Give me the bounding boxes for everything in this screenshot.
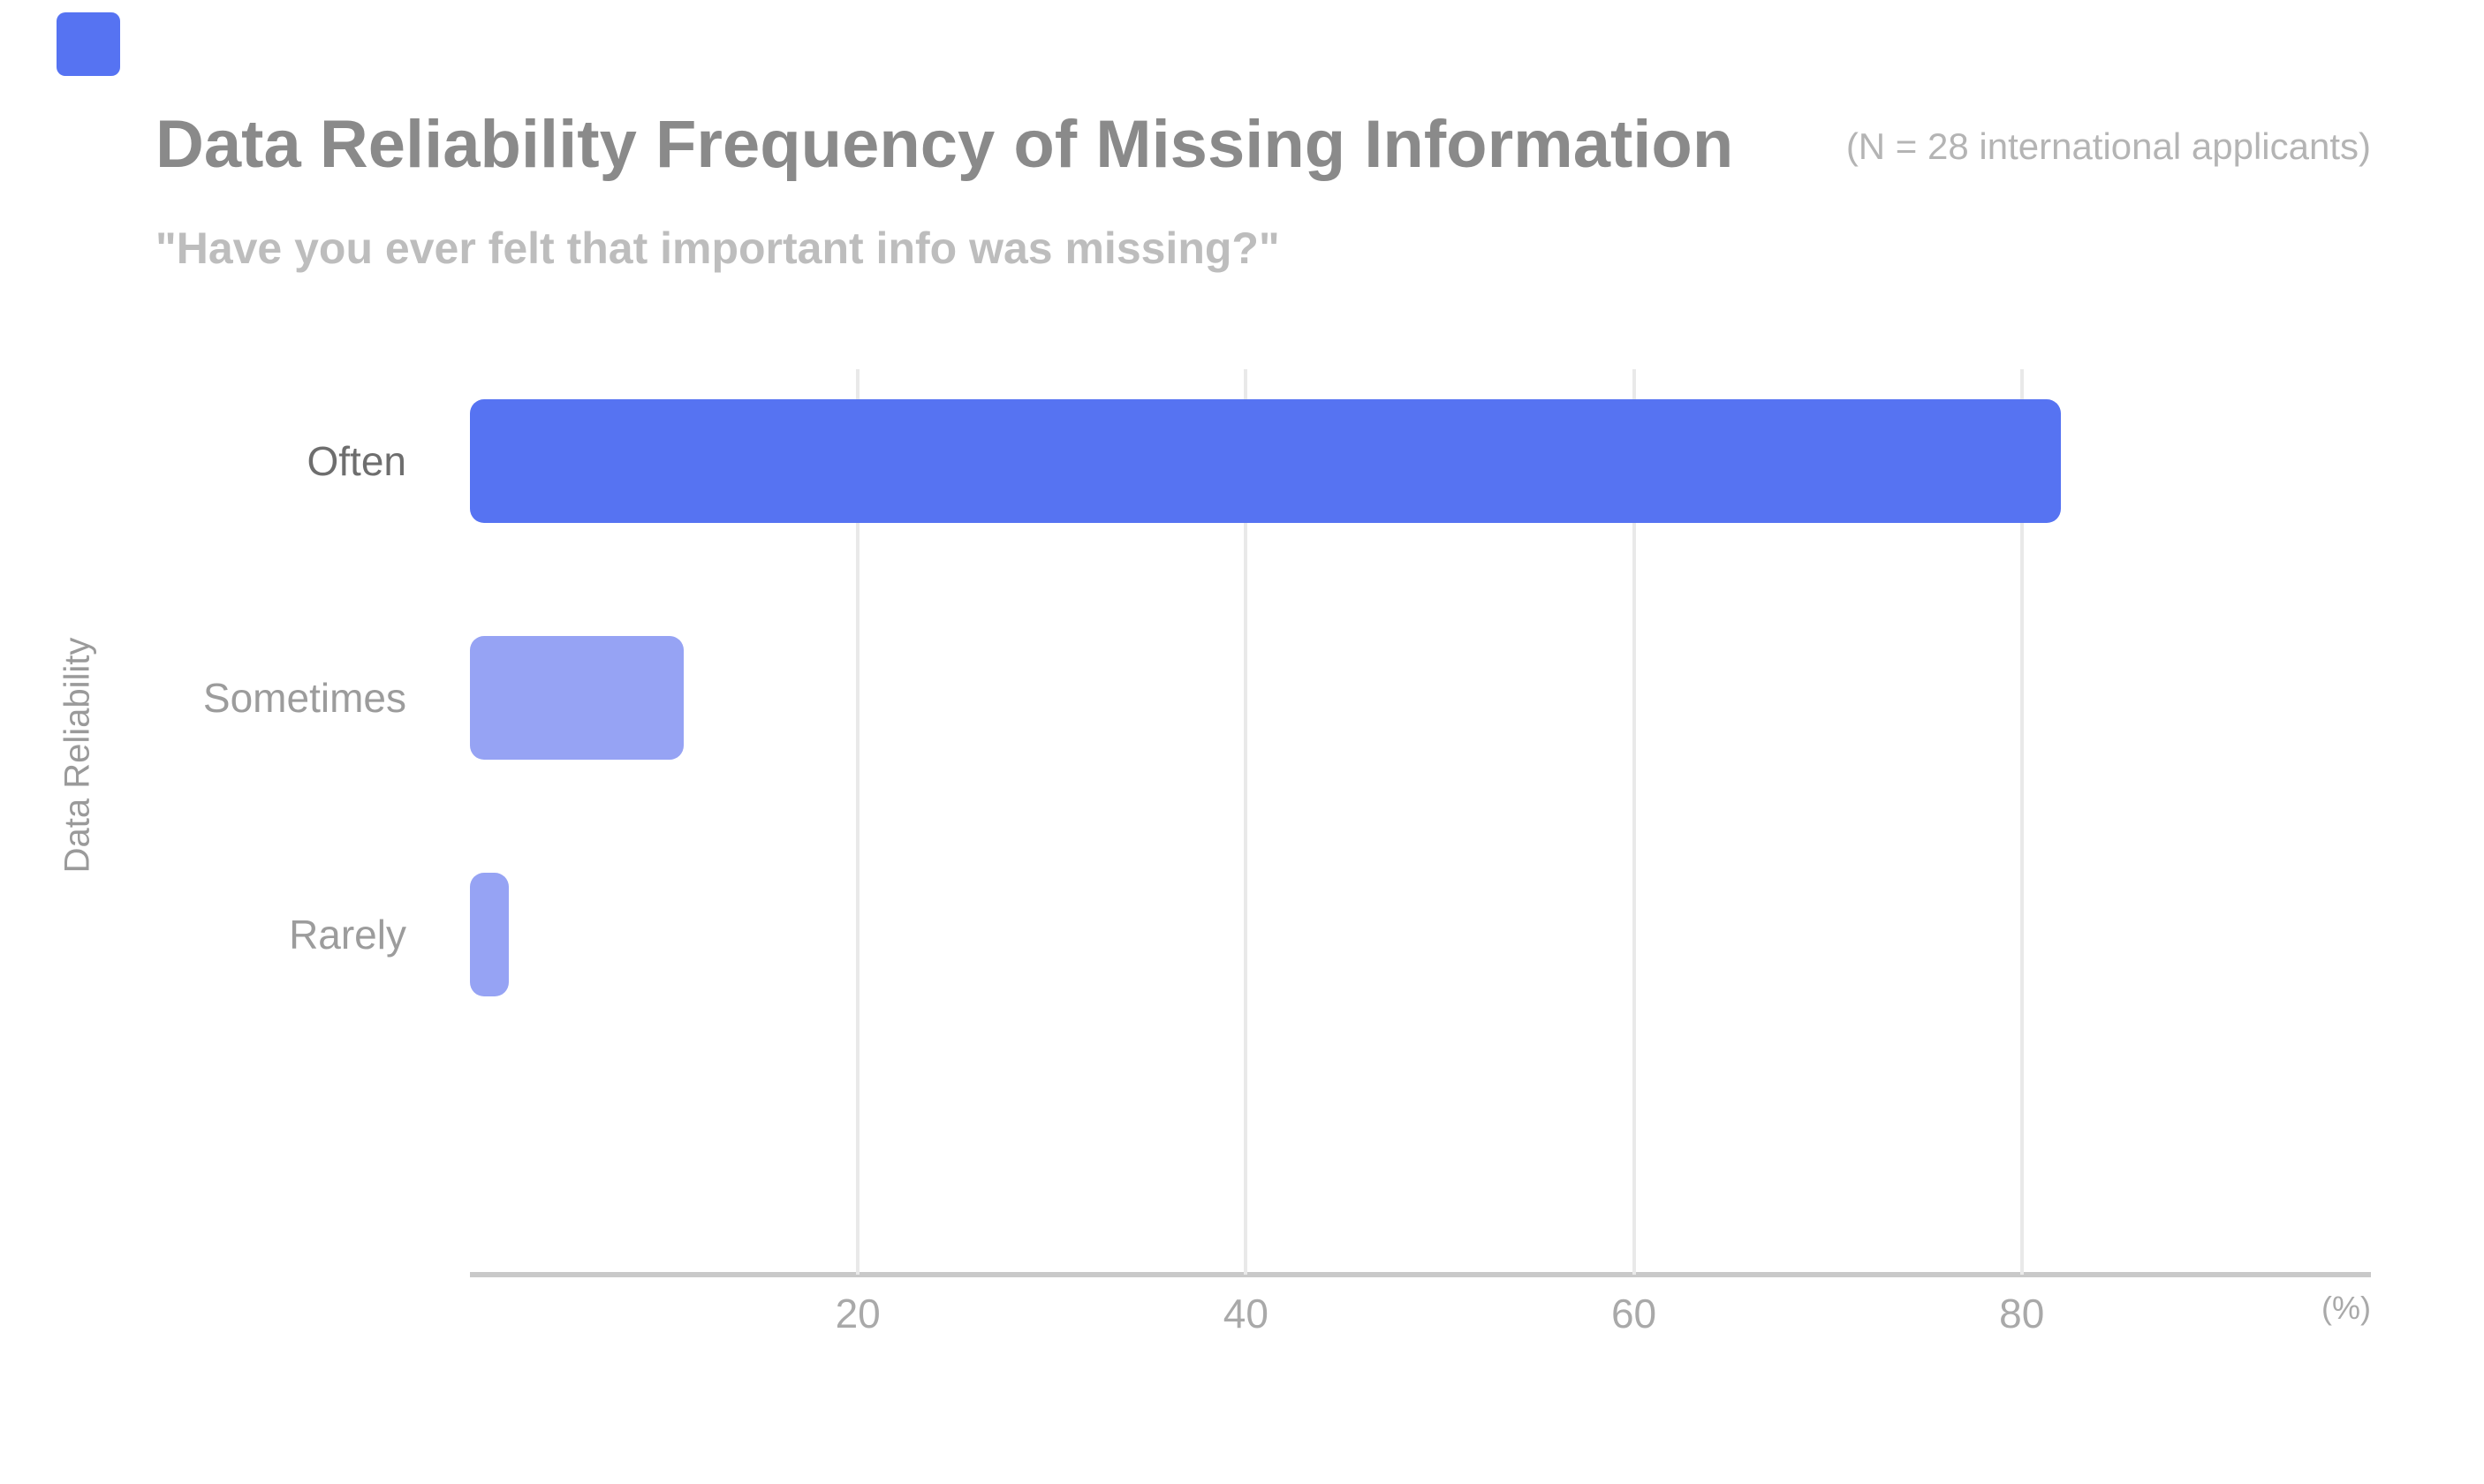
- category-label-often: Often: [307, 438, 406, 484]
- chart-subtitle: "Have you ever felt that important info …: [155, 223, 1280, 273]
- bar-row-rarely: Rarely: [289, 873, 2371, 996]
- x-tick-label-20: 20: [835, 1291, 881, 1336]
- x-axis-line: [470, 1272, 2371, 1277]
- bar-sometimes: [470, 636, 684, 760]
- y-axis-label: Data Reliability: [57, 637, 97, 874]
- gridline-20: [856, 369, 860, 1275]
- x-tick-label-80: 80: [1999, 1291, 2045, 1336]
- x-tick-label-40: 40: [1223, 1291, 1269, 1336]
- x-axis-unit-label: (%): [2321, 1290, 2371, 1326]
- chart-title: Data Reliability Frequency of Missing In…: [155, 107, 1734, 182]
- bar-row-sometimes: Sometimes: [203, 636, 2371, 760]
- bar-row-often: Often: [307, 399, 2371, 523]
- x-tick-label-60: 60: [1610, 1291, 1657, 1336]
- gridline-80: [2019, 369, 2024, 1275]
- gridline-60: [1632, 369, 1636, 1275]
- accent-square: [57, 12, 120, 76]
- bar-rarely: [470, 873, 509, 996]
- category-label-rarely: Rarely: [289, 912, 406, 958]
- category-label-sometimes: Sometimes: [202, 675, 406, 721]
- bar-often: [470, 399, 2061, 523]
- gridline-40: [1244, 369, 1248, 1275]
- plot-area: Often Sometimes Rarely: [203, 369, 2371, 1277]
- sample-size-note: (N = 28 international applicants): [1845, 125, 2371, 167]
